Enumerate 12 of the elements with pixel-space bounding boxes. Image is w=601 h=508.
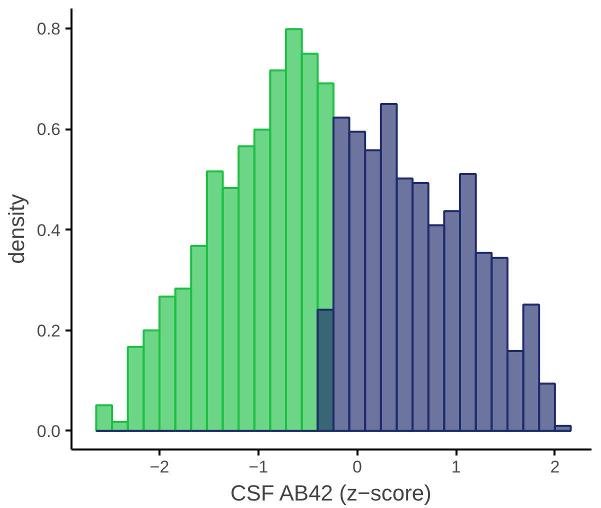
y-tick-label: 0.4 <box>36 220 61 240</box>
y-tick-label: 0.2 <box>36 321 61 340</box>
y-tick-label: 0.0 <box>36 422 61 441</box>
x-tick-label: −1 <box>248 458 268 476</box>
y-tick-label: 0.6 <box>36 120 61 140</box>
x-axis-title: CSF AB42 (z−score) <box>230 480 432 506</box>
y-tick-label: 0.8 <box>36 20 61 39</box>
x-tick-label: 2 <box>550 458 560 476</box>
x-tick-label: 1 <box>451 458 461 476</box>
x-tick-label: −2 <box>150 458 170 476</box>
x-tick-label: 0 <box>352 458 362 476</box>
y-axis-title: density <box>4 194 29 264</box>
